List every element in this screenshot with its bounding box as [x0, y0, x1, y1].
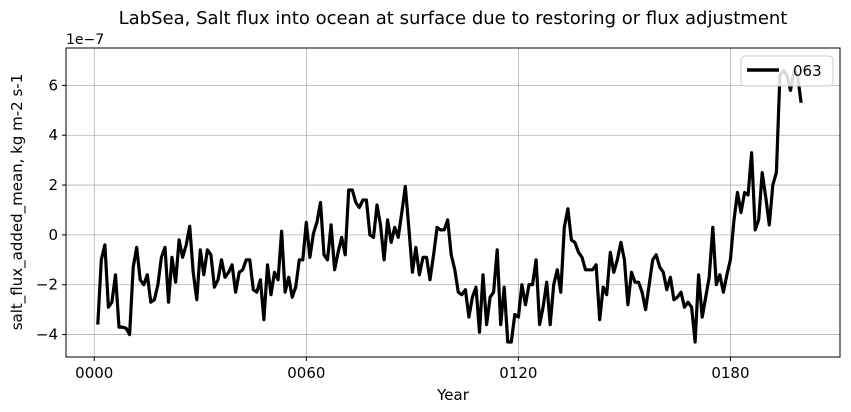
x-tick-label: 0180: [711, 364, 749, 382]
y-tick-label: 2: [48, 176, 58, 194]
x-axis-label: Year: [436, 386, 470, 404]
y-tick-label: −2: [36, 276, 58, 294]
x-tick-label: 0000: [75, 364, 113, 382]
y-offset-label: 1e−7: [66, 32, 104, 48]
grid: [66, 48, 840, 357]
chart-title: LabSea, Salt flux into ocean at surface …: [119, 8, 788, 29]
y-tick-label: 6: [48, 76, 58, 94]
y-axis-label: salt_flux_added_mean, kg m-2 s-1: [8, 74, 27, 331]
legend-label: 063: [793, 62, 822, 80]
y-tick-label: 4: [48, 126, 58, 144]
x-ticks: 0000 0060 0120 0180: [75, 357, 750, 382]
series-063-line: [96, 68, 803, 344]
x-tick-label: 0120: [499, 364, 537, 382]
y-tick-label: −4: [36, 326, 58, 344]
legend-box: [740, 55, 834, 87]
legend: 063: [740, 55, 834, 87]
plot-frame: [65, 47, 841, 358]
series-line: [96, 68, 803, 344]
y-ticks: −4 −2 0 2 4 6: [36, 76, 66, 344]
y-tick-label: 0: [48, 226, 58, 244]
x-tick-label: 0060: [287, 364, 325, 382]
